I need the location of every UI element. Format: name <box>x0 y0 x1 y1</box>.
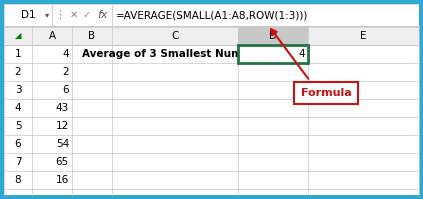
Text: 8: 8 <box>15 175 21 185</box>
Text: ⋮: ⋮ <box>55 10 66 20</box>
Text: ▾: ▾ <box>45 11 49 20</box>
Text: 1: 1 <box>15 49 21 59</box>
Text: 7: 7 <box>15 157 21 167</box>
Text: D: D <box>269 31 277 41</box>
Text: 43: 43 <box>56 103 69 113</box>
Text: 2: 2 <box>62 67 69 77</box>
Bar <box>4 27 419 45</box>
Text: A: A <box>49 31 55 41</box>
Bar <box>4 171 419 189</box>
Bar <box>0 0 423 4</box>
Text: B: B <box>88 31 96 41</box>
Bar <box>0 0 4 199</box>
Text: E: E <box>360 31 367 41</box>
Text: Formula: Formula <box>301 88 352 98</box>
FancyBboxPatch shape <box>294 82 358 104</box>
Text: 5: 5 <box>15 121 21 131</box>
Bar <box>4 153 419 171</box>
Text: Average of 3 Smallest Numbers: Average of 3 Smallest Numbers <box>82 49 268 59</box>
Bar <box>4 135 419 153</box>
Text: 6: 6 <box>62 85 69 95</box>
Text: D1: D1 <box>21 10 35 20</box>
Bar <box>112 4 419 26</box>
Bar <box>238 27 308 45</box>
Text: 4: 4 <box>298 49 305 59</box>
Bar <box>52 4 112 26</box>
Text: 65: 65 <box>56 157 69 167</box>
Bar <box>4 81 419 99</box>
Text: 4: 4 <box>15 103 21 113</box>
Text: 54: 54 <box>56 139 69 149</box>
Text: ✓: ✓ <box>83 10 91 20</box>
Text: 3: 3 <box>15 85 21 95</box>
Bar <box>238 45 308 63</box>
Text: C: C <box>171 31 179 41</box>
Text: 6: 6 <box>15 139 21 149</box>
Text: 2: 2 <box>15 67 21 77</box>
Text: 4: 4 <box>62 49 69 59</box>
Text: 12: 12 <box>56 121 69 131</box>
Bar <box>419 0 423 199</box>
Bar <box>4 45 419 63</box>
Bar <box>4 63 419 81</box>
Text: fx: fx <box>97 10 107 20</box>
Text: ◢: ◢ <box>15 31 21 41</box>
Bar <box>4 117 419 135</box>
Text: =AVERAGE(SMALL(A1:A8,ROW(1:3))): =AVERAGE(SMALL(A1:A8,ROW(1:3))) <box>116 10 308 20</box>
Bar <box>4 4 52 26</box>
Bar <box>4 4 419 26</box>
Text: ✕: ✕ <box>70 10 78 20</box>
Bar <box>4 99 419 117</box>
Bar <box>0 195 423 199</box>
Text: 16: 16 <box>56 175 69 185</box>
